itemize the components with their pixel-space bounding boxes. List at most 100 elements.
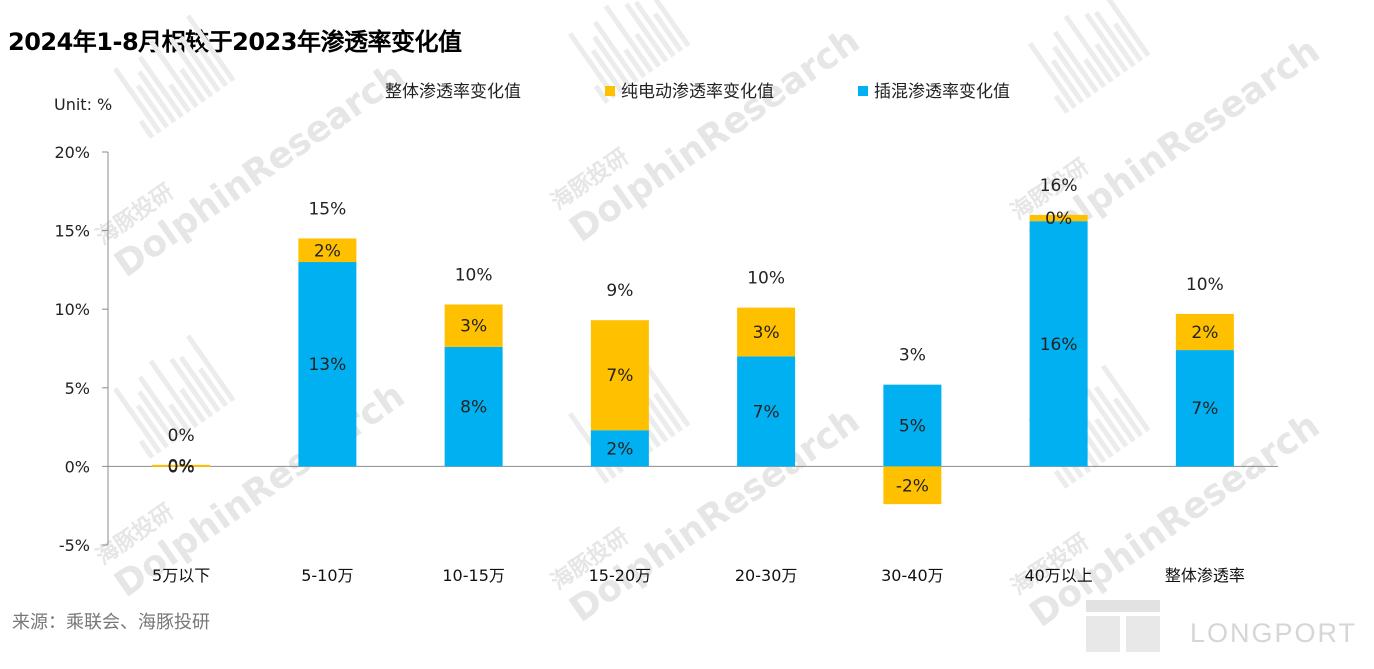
data-label-bev: 2% xyxy=(314,241,341,261)
legend: 整体渗透率变化值 纯电动渗透率变化值 插混渗透率变化值 xyxy=(385,82,1010,102)
longport-logo-mark xyxy=(1086,600,1160,652)
watermark-bar xyxy=(1094,417,1121,453)
longport-logo: LONGPORT xyxy=(1086,598,1358,654)
data-label-total: 15% xyxy=(308,199,346,219)
bar-bev xyxy=(298,238,357,263)
watermark-bar xyxy=(640,0,691,48)
watermark-bar xyxy=(169,37,214,98)
watermark-bar xyxy=(179,387,206,423)
watermark-bar xyxy=(593,464,610,484)
data-label-bev: 2% xyxy=(1191,323,1218,343)
watermark-bar xyxy=(138,439,155,459)
data-label-total: 9% xyxy=(606,281,633,301)
legend-swatch xyxy=(605,86,615,96)
watermark-bar xyxy=(198,47,229,88)
bar-phev xyxy=(1175,350,1234,467)
watermark-bar xyxy=(1084,12,1129,73)
data-label-bev: 3% xyxy=(753,323,780,343)
watermark-bar xyxy=(179,67,206,103)
watermark-bar xyxy=(185,14,236,83)
watermark-bar xyxy=(593,84,610,104)
y-tick-label: 5% xyxy=(65,379,90,398)
data-label-phev: 5% xyxy=(899,417,926,437)
watermark-bar xyxy=(178,35,221,93)
x-category-label: 10-15万 xyxy=(442,566,505,585)
bar-phev xyxy=(590,430,649,467)
watermark-bar xyxy=(590,49,625,94)
longport-logo-text: LONGPORT xyxy=(1190,618,1358,648)
watermark-bar xyxy=(1028,42,1077,109)
watermark-bar xyxy=(592,20,639,84)
watermark-bar xyxy=(1094,42,1121,78)
y-tick-label: -5% xyxy=(59,536,90,555)
data-label-phev: 0% xyxy=(168,457,195,477)
watermark-bar xyxy=(138,119,155,139)
watermark-bar xyxy=(1084,387,1129,448)
data-label-bev: 7% xyxy=(606,366,633,386)
data-label-total: 3% xyxy=(899,346,926,366)
data-label-phev: 16% xyxy=(1040,335,1078,355)
data-label-total: 10% xyxy=(1186,275,1224,295)
y-tick-label: 0% xyxy=(65,457,90,476)
watermark-bar xyxy=(1083,433,1107,464)
bar-phev xyxy=(444,346,503,467)
watermark-bar xyxy=(1052,30,1099,94)
bar-bev xyxy=(1175,313,1234,351)
axis-layer: 20% 15% 10% 5% 0% -5% 5万以下 5-10万 10-15万 15-20万 20-… xyxy=(54,143,1278,585)
x-category-label: 5-10万 xyxy=(301,566,353,585)
watermark-bar xyxy=(178,355,221,413)
x-category-label: 30-40万 xyxy=(881,566,944,585)
watermark-bar xyxy=(137,375,184,439)
bar-bev xyxy=(590,320,649,431)
bar-bev xyxy=(444,304,503,347)
watermark-bar xyxy=(137,70,177,124)
watermark-bar xyxy=(1052,45,1092,99)
watermark-bar xyxy=(1053,94,1070,114)
chart-title: 2024年1-8月相较于2023年渗透率变化值 xyxy=(8,28,462,56)
x-category-label: 整体渗透率 xyxy=(1165,566,1245,585)
watermark-bar xyxy=(1113,22,1144,63)
source-note: 来源：乘联会、海豚投研 xyxy=(12,612,210,633)
watermark-bar xyxy=(653,392,684,433)
legend-label: 纯电动渗透率变化值 xyxy=(621,82,774,102)
data-label-phev: 2% xyxy=(606,439,633,459)
x-category-label: 40万以上 xyxy=(1024,566,1092,585)
watermark-bar xyxy=(603,4,654,73)
x-category-label: 20-30万 xyxy=(735,566,798,585)
bar-phev xyxy=(1029,221,1088,467)
legend-swatch xyxy=(858,86,868,96)
legend-label: 插混渗透率变化值 xyxy=(874,82,1010,102)
watermark-bar xyxy=(1063,14,1114,83)
data-label-total: 10% xyxy=(455,265,493,285)
bar-bev xyxy=(1029,214,1088,222)
watermark-bar xyxy=(568,32,617,99)
bar-phev xyxy=(298,262,357,467)
watermark-bar xyxy=(1083,58,1107,89)
data-label-phev: 7% xyxy=(1191,399,1218,419)
data-label-phev: 8% xyxy=(460,398,487,418)
watermark-bar xyxy=(623,48,647,79)
bar-phev xyxy=(883,384,942,467)
x-category-label: 15-20万 xyxy=(589,566,652,585)
watermark-bar xyxy=(135,404,170,449)
legend-label: 整体渗透率变化值 xyxy=(385,82,521,102)
data-label-total: 0% xyxy=(168,426,195,446)
x-category-label: 5万以下 xyxy=(152,566,210,585)
watermark-bar xyxy=(113,67,162,134)
bar-bev xyxy=(883,466,942,505)
watermark-bar xyxy=(168,403,192,434)
watermark-bar xyxy=(148,39,199,108)
bar-bev xyxy=(152,464,211,467)
watermark-bar xyxy=(634,32,661,68)
watermark-bar xyxy=(1053,469,1070,489)
data-label-phev: 7% xyxy=(753,402,780,422)
watermark-bar xyxy=(633,0,676,58)
watermark-bar xyxy=(624,2,669,63)
bar-layer xyxy=(152,214,1234,505)
y-tick-label: 15% xyxy=(54,222,90,241)
bar-phev xyxy=(737,356,796,467)
label-layer: 0% 0% 0% 13% 2% 15% 8% 3% 10% 2% 7% 9% 7% 3% 10% 5% -2% 3… xyxy=(168,176,1224,496)
